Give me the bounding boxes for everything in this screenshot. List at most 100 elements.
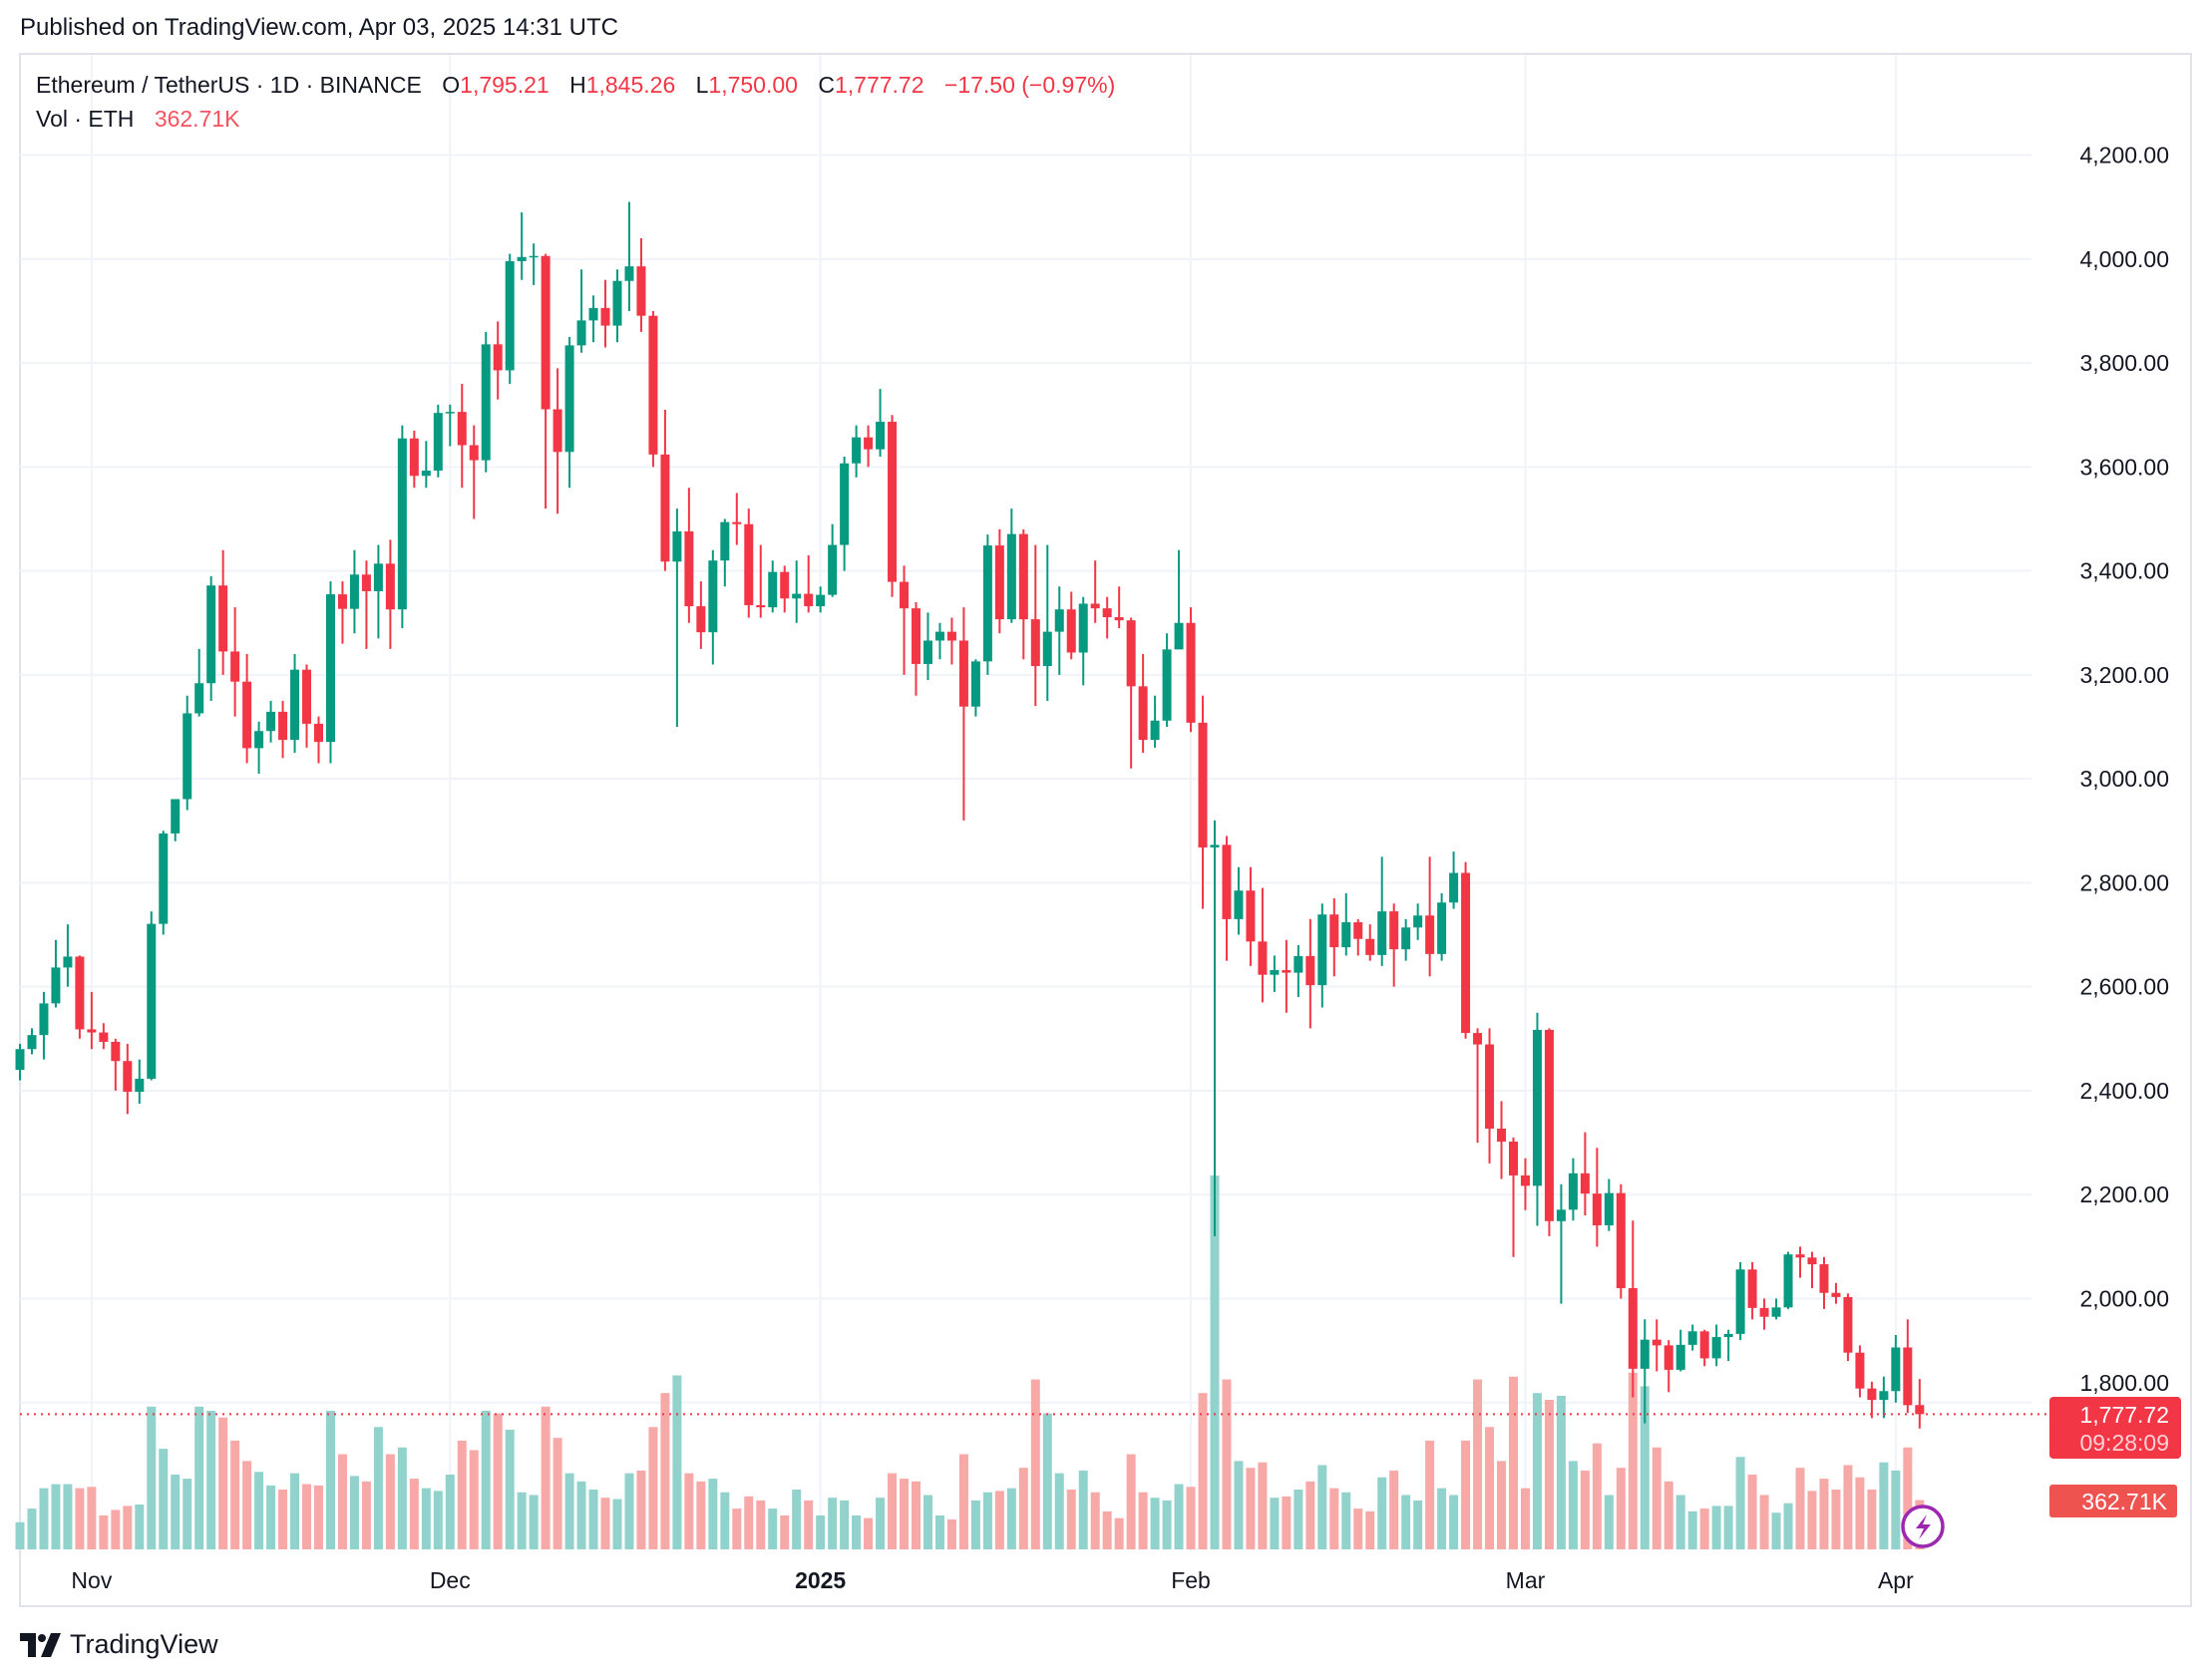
candle (99, 1023, 109, 1050)
candle-body (876, 422, 886, 450)
candle (1449, 851, 1459, 909)
candle (171, 799, 181, 841)
volume-bar (1389, 1470, 1399, 1549)
candle (541, 253, 551, 509)
candle (1580, 1132, 1590, 1216)
candle (385, 539, 395, 649)
candle (242, 654, 252, 764)
x-tick-label: Mar (1506, 1567, 1546, 1593)
symbol-legend: Ethereum / TetherUS · 1D · BINANCE O1,79… (36, 72, 1115, 99)
candle (1389, 903, 1399, 987)
symbol-title[interactable]: Ethereum / TetherUS · 1D · BINANCE (36, 72, 422, 98)
volume-bar (1509, 1376, 1518, 1549)
tradingview-logo[interactable]: TradingView (20, 1629, 218, 1660)
volume-bar (349, 1476, 359, 1549)
volume-bar (1711, 1506, 1721, 1549)
candle (994, 528, 1004, 634)
volume-bar (1090, 1492, 1100, 1549)
candle-body (636, 266, 646, 316)
candle (361, 560, 371, 649)
volume-legend: Vol · ETH 362.71K (36, 106, 240, 133)
volume-bar (194, 1406, 204, 1549)
candle-body (230, 651, 240, 682)
volume-bar (1174, 1484, 1184, 1549)
candle (828, 523, 838, 597)
candle-body (1783, 1254, 1793, 1308)
candle-body (1090, 603, 1100, 609)
volume-bar (756, 1500, 766, 1549)
volume-bar (1843, 1465, 1853, 1549)
volume-bar (1687, 1510, 1697, 1549)
branding-text: TradingView (70, 1629, 218, 1659)
close-label: C (818, 72, 835, 98)
candle (1090, 560, 1100, 623)
candle (1807, 1251, 1817, 1289)
volume-bar (421, 1488, 431, 1549)
candle (624, 201, 634, 311)
candle-body (1126, 620, 1136, 687)
candle-body (994, 545, 1004, 620)
volume-bar (720, 1492, 730, 1549)
candle-body (900, 581, 910, 609)
candle-body (888, 422, 898, 582)
candle (564, 337, 574, 489)
volume-label[interactable]: Vol · ETH (36, 106, 135, 132)
candle (708, 549, 718, 665)
candle-body (1078, 603, 1088, 653)
volume-bar (1652, 1447, 1661, 1549)
candle (1365, 924, 1375, 961)
volume-bar (792, 1490, 802, 1549)
lightning-bolt-icon[interactable] (1901, 1505, 1945, 1548)
volume-bar (828, 1498, 838, 1549)
candle (1186, 607, 1196, 733)
candle-body (1174, 622, 1184, 650)
volume-bar (171, 1475, 181, 1549)
candle-body (982, 545, 992, 662)
y-tick-label: 4,200.00 (2079, 143, 2169, 168)
volume-bar (1592, 1443, 1602, 1549)
candle-body (1054, 609, 1064, 632)
candle-body (1329, 914, 1339, 948)
candle-body (840, 463, 850, 545)
volume-bar (588, 1490, 598, 1549)
candle-body (541, 255, 551, 410)
candle-body (792, 593, 802, 599)
volume-bar (517, 1492, 527, 1549)
candle (1556, 1183, 1566, 1304)
volume-bar (457, 1440, 467, 1549)
candle (934, 622, 944, 660)
volume-bar (1532, 1393, 1542, 1549)
candle (600, 279, 610, 348)
candle (337, 581, 347, 644)
candle-body (421, 471, 431, 477)
chart-frame (19, 53, 2192, 1607)
candle (302, 664, 312, 748)
volume-bar (1425, 1440, 1435, 1549)
candle-body (1568, 1173, 1578, 1210)
candle-body (529, 255, 539, 258)
candle-body (1210, 844, 1220, 847)
candle (517, 211, 527, 280)
candle (1520, 1158, 1530, 1210)
candle (1604, 1178, 1614, 1231)
candle-body (864, 437, 874, 450)
volume-bar (564, 1473, 574, 1549)
candle (588, 295, 598, 343)
candle (314, 716, 323, 764)
candle (1006, 508, 1016, 623)
volume-bar (946, 1519, 956, 1549)
candle (780, 565, 790, 613)
volume-bar (1365, 1510, 1375, 1549)
volume-bar (1485, 1427, 1495, 1549)
candle-body (1640, 1339, 1650, 1369)
candle-body (1377, 911, 1387, 955)
candle (1425, 856, 1435, 977)
candle (1437, 892, 1447, 961)
volume-bar (481, 1410, 491, 1549)
candle-body (278, 711, 288, 741)
candle (481, 331, 491, 473)
candle (230, 607, 240, 717)
candle (421, 441, 431, 489)
candle (1628, 1220, 1638, 1398)
